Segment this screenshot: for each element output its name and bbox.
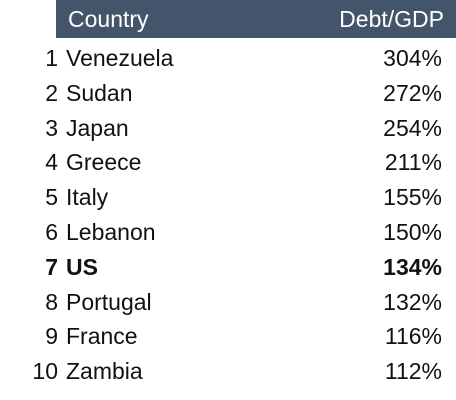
country-cell: US [66, 253, 98, 280]
rank-cell: 2 [45, 79, 58, 106]
value-cell: 132% [383, 288, 442, 315]
rank-cell: 1 [45, 45, 58, 71]
value-cell: 116% [384, 323, 442, 350]
country-cell: Venezuela [66, 45, 174, 71]
rank-cell: 9 [45, 323, 58, 350]
rank-cell: 10 [32, 358, 58, 385]
country-cell: Zambia [66, 358, 143, 385]
rank-cell: 6 [45, 219, 58, 245]
country-cell: Greece [66, 149, 142, 176]
value-cell: 150% [383, 219, 442, 245]
country-cell: Sudan [66, 79, 133, 106]
country-cell: Japan [66, 114, 129, 141]
rank-cell: 8 [45, 288, 58, 315]
value-cell: 254% [383, 114, 442, 141]
value-cell: 112% [384, 358, 442, 385]
rank-cell: 7 [45, 253, 58, 280]
header-cell: Debt/GDP [339, 6, 444, 32]
rank-cell: 4 [45, 149, 58, 176]
value-cell: 272% [383, 79, 442, 106]
value-cell: 304% [383, 45, 442, 71]
rank-cell: 5 [45, 184, 58, 211]
country-cell: Lebanon [66, 219, 156, 245]
rank-cell: 3 [45, 114, 58, 141]
header-row [56, 0, 456, 38]
country-cell: France [66, 323, 138, 350]
value-cell: 155% [383, 184, 442, 211]
value-cell: 134% [383, 253, 442, 280]
header-cell: Country [68, 6, 149, 32]
country-cell: Italy [66, 184, 109, 211]
value-cell: 211% [384, 149, 442, 176]
country-cell: Portugal [66, 288, 152, 315]
